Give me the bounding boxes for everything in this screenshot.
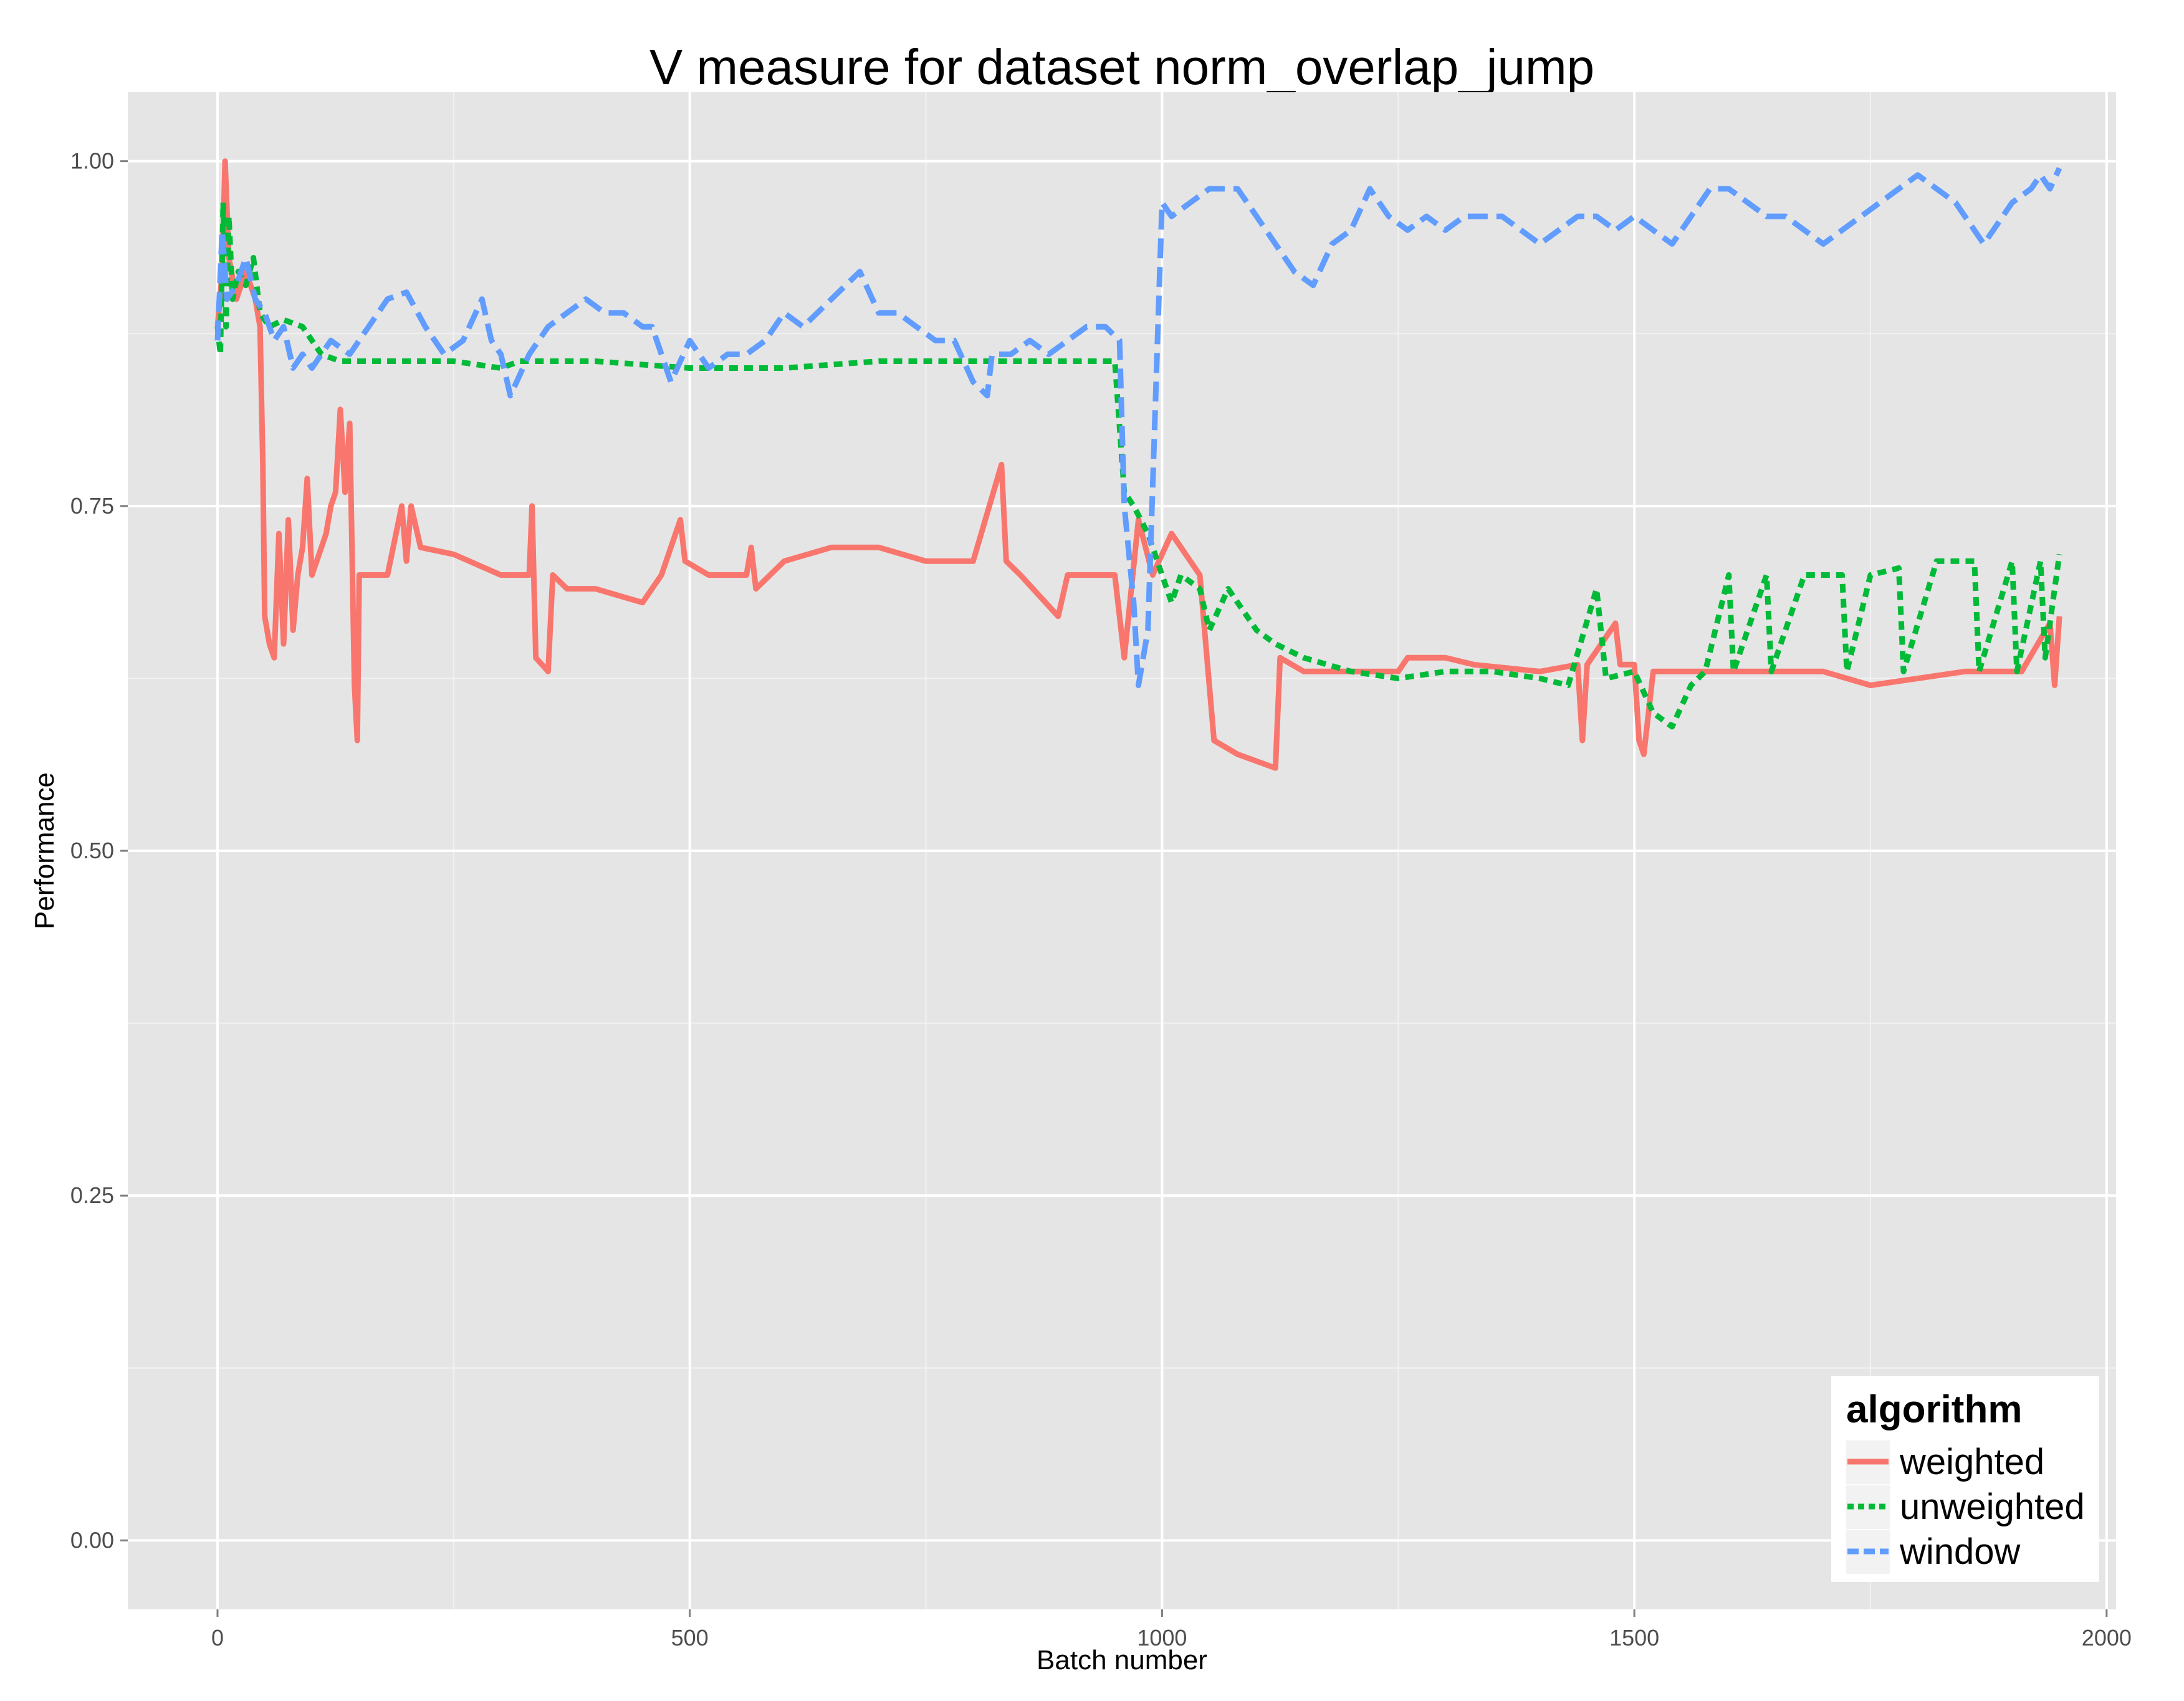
series-line-window [214,166,2062,688]
legend-label-weighted: weighted [1899,1442,2044,1482]
x-tick-label: 1500 [1609,1625,1659,1651]
y-tick-label: 1.00 [70,148,114,174]
y-tick-label: 0.25 [70,1182,114,1208]
series-line-weighted [214,158,2062,771]
x-axis-title: Batch number [1037,1645,1207,1675]
major-gridlines [128,92,2116,1609]
x-tick-label: 0 [211,1625,224,1651]
y-tick-label: 0.50 [70,838,114,863]
x-axis-ticks: 0 500 1000 1500 2000 [211,1609,2132,1651]
y-axis-title: Performance [29,772,60,929]
y-tick-label: 0.00 [70,1527,114,1553]
y-tick-label: 0.75 [70,493,114,519]
chart-title: V measure for dataset norm_overlap_jump [649,39,1594,95]
series-line-unweighted [214,199,2062,730]
legend-title: algorithm [1846,1388,2022,1431]
x-tick-label: 1000 [1137,1625,1187,1651]
series-lines [214,158,2062,771]
legend-label-window: window [1899,1531,2021,1572]
x-tick-label: 500 [671,1625,709,1651]
x-tick-label: 2000 [2082,1625,2132,1651]
y-axis-ticks: 0.00 0.25 0.50 0.75 1.00 [70,148,128,1553]
legend-label-unweighted: unweighted [1900,1487,2085,1527]
